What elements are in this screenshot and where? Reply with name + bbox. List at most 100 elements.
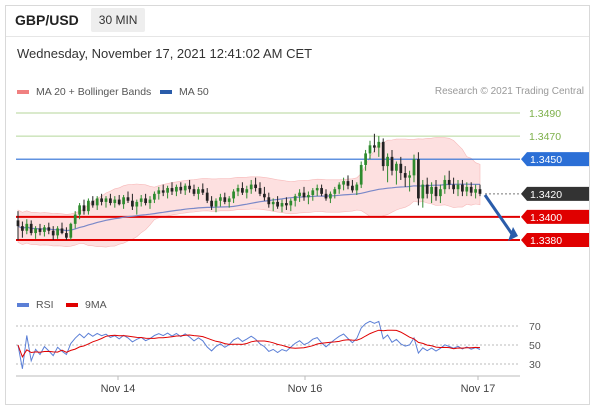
candle-body bbox=[307, 194, 310, 198]
rsi-level-label: 70 bbox=[529, 321, 541, 333]
candle-body bbox=[364, 153, 367, 165]
rsi-line bbox=[17, 320, 481, 369]
timeframe-badge[interactable]: 30 MIN bbox=[90, 8, 146, 32]
candle-body bbox=[47, 227, 51, 231]
candle-body bbox=[302, 192, 306, 198]
candle-body bbox=[73, 214, 77, 224]
candle-body bbox=[342, 181, 345, 185]
candle-body bbox=[223, 197, 227, 202]
candle-body bbox=[421, 184, 425, 199]
level-tag-5 bbox=[521, 233, 589, 247]
candle-body bbox=[192, 189, 196, 194]
moving-averages bbox=[17, 183, 480, 232]
candle-body bbox=[78, 205, 81, 215]
legend-ma20-label: MA 20 + Bollinger Bands bbox=[36, 86, 152, 98]
legend-rsi-label: RSI bbox=[36, 299, 54, 311]
rsi-swatch bbox=[17, 303, 29, 307]
candle-body bbox=[399, 163, 403, 174]
candle-body bbox=[368, 145, 372, 154]
candle-body bbox=[21, 226, 24, 231]
candle-body bbox=[236, 188, 240, 192]
legend-ma50: MA 50 bbox=[160, 86, 209, 98]
rsi-level-label: 50 bbox=[529, 340, 541, 352]
candle-body bbox=[315, 188, 319, 191]
candle-body bbox=[280, 203, 284, 207]
candle-body bbox=[170, 188, 174, 192]
candle-body bbox=[465, 186, 469, 192]
candle-body bbox=[329, 193, 332, 199]
candle-body bbox=[293, 196, 297, 201]
rsi-panel: 70 50 30 bbox=[16, 320, 541, 371]
candle-body bbox=[144, 198, 147, 204]
x-tick-label: Nov 17 bbox=[461, 383, 496, 395]
level-label-5: 1.3380 bbox=[530, 235, 562, 247]
legend-9ma: 9MA bbox=[66, 299, 107, 311]
timestamp: Wednesday, November 17, 2021 12:41:02 AM… bbox=[17, 46, 313, 61]
candle-body bbox=[447, 179, 451, 185]
chart-header: GBP/USD 30 MIN bbox=[6, 6, 146, 34]
candle-body bbox=[412, 159, 416, 176]
x-axis: Nov 14 Nov 16 Nov 17 bbox=[16, 375, 520, 395]
candle-body bbox=[333, 189, 337, 194]
candle-body bbox=[267, 197, 271, 205]
bollinger-band bbox=[17, 137, 481, 248]
candle-body bbox=[227, 198, 231, 202]
rsi-9ma-line bbox=[17, 329, 481, 359]
price-levels bbox=[16, 112, 520, 241]
candle-body bbox=[245, 189, 249, 193]
legend-rsi: RSI bbox=[17, 299, 54, 311]
candle-body bbox=[29, 223, 33, 234]
candle-body bbox=[175, 186, 178, 192]
level-labels: 1.3490 1.3470 1.3450 1.3420 1.3400 1.3380 bbox=[521, 108, 589, 247]
candle-body bbox=[359, 164, 363, 185]
candle-body bbox=[478, 189, 482, 194]
candle-body bbox=[51, 230, 55, 236]
candle-body bbox=[214, 200, 218, 207]
level-label-3: 1.3420 bbox=[530, 189, 562, 201]
candle-body bbox=[271, 201, 275, 205]
candle-body bbox=[113, 199, 117, 204]
candle-body bbox=[263, 193, 266, 198]
candle-body bbox=[131, 200, 134, 207]
candle-body bbox=[69, 223, 73, 238]
forecast-arrow-head bbox=[508, 227, 518, 241]
level-tag-2 bbox=[521, 152, 589, 167]
chart-panel bbox=[5, 5, 590, 405]
candle-body bbox=[117, 199, 121, 205]
candle-body bbox=[205, 192, 209, 201]
candle-body bbox=[395, 163, 398, 171]
candle-body bbox=[232, 191, 235, 199]
ma50-line bbox=[17, 183, 480, 232]
candle-body bbox=[417, 159, 420, 199]
candle-body bbox=[452, 184, 455, 190]
candle-body bbox=[87, 200, 90, 212]
candle-body bbox=[285, 203, 288, 206]
ma20-swatch bbox=[17, 90, 29, 94]
candle-body bbox=[249, 184, 253, 190]
candle-body bbox=[56, 228, 59, 236]
candle-body bbox=[337, 184, 341, 190]
candle-body bbox=[126, 197, 130, 201]
candle-body bbox=[276, 201, 279, 207]
candle-body bbox=[381, 141, 385, 167]
level-label-4: 1.3400 bbox=[530, 212, 562, 224]
candle-body bbox=[324, 193, 328, 199]
candle-body bbox=[461, 184, 464, 192]
candle-body bbox=[254, 184, 257, 189]
candle-body bbox=[434, 186, 438, 197]
candle-body bbox=[241, 188, 244, 193]
candle-body bbox=[201, 189, 205, 193]
candle-body bbox=[104, 198, 108, 202]
candle-body bbox=[425, 184, 429, 194]
candle-body bbox=[95, 198, 99, 206]
candle-body bbox=[179, 186, 183, 191]
level-label-0: 1.3490 bbox=[529, 108, 561, 120]
bollinger-band-area bbox=[17, 137, 481, 248]
candle-body bbox=[469, 186, 473, 193]
rsi-level-label: 30 bbox=[529, 359, 541, 371]
candle-body bbox=[408, 175, 411, 178]
candle-body bbox=[403, 173, 407, 178]
candlesticks bbox=[16, 133, 482, 240]
candle-body bbox=[65, 233, 68, 238]
